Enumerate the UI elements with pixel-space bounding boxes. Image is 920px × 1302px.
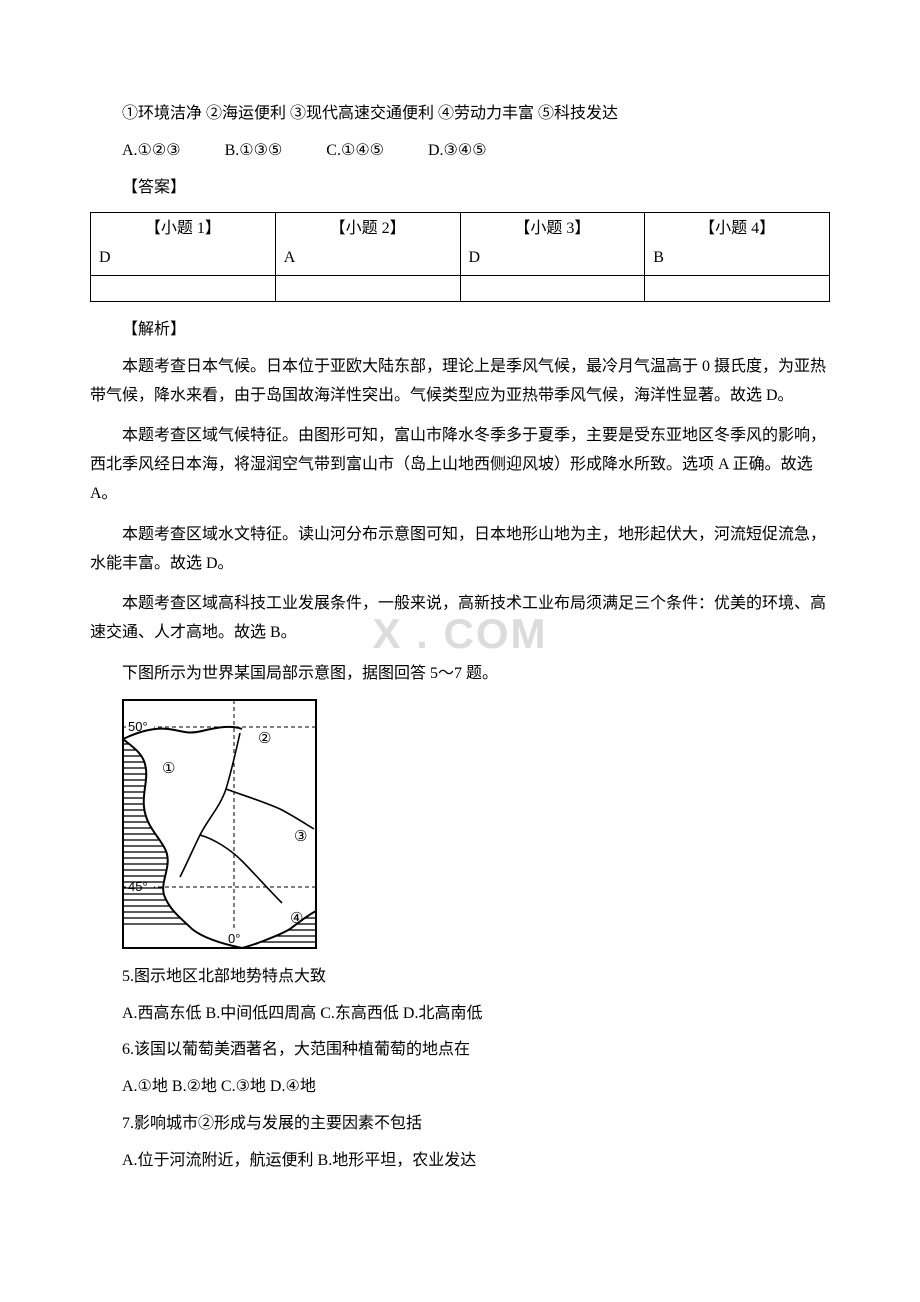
q6-options: A.①地 B.②地 C.③地 D.④地 — [90, 1073, 830, 1102]
analysis-p1: 本题考查日本气候。日本位于亚欧大陆东部，理论上是季风气候，最冷月气温高于 0 摄… — [90, 353, 830, 411]
cell-label: 【小题 4】 — [653, 215, 821, 244]
cell-label: 【小题 1】 — [99, 215, 267, 244]
analysis-p2: 本题考查区域气候特征。由图形可知，富山市降水冬季多于夏季，主要是受东亚地区冬季风… — [90, 422, 830, 508]
cell-label: 【小题 3】 — [469, 215, 637, 244]
option-b: B.①③⑤ — [225, 142, 283, 159]
map-figure: 50° 45° 0° ① ② ③ ④ — [122, 699, 830, 949]
cell-answer: A — [284, 244, 452, 273]
answer-cell-3: 【小题 3】 D — [460, 213, 645, 276]
option-a: A.①②③ — [122, 142, 181, 159]
map-label-1: ① — [162, 761, 175, 777]
answer-cell-1: 【小题 1】 D — [91, 213, 276, 276]
analysis-p3: 本题考查区域水文特征。读山河分布示意图可知，日本地形山地为主，地形起伏大，河流短… — [90, 521, 830, 579]
q6-stem: 6.该国以葡萄美酒著名，大范围种植葡萄的地点在 — [90, 1036, 830, 1065]
q5-stem: 5.图示地区北部地势特点大致 — [90, 963, 830, 992]
option-row: A.①②③ B.①③⑤ C.①④⑤ D.③④⑤ — [90, 137, 830, 166]
analysis-label: 【解析】 — [90, 316, 830, 345]
map-label-3: ③ — [294, 829, 307, 845]
cell-answer: D — [469, 244, 637, 273]
cell-answer: D — [99, 244, 267, 273]
analysis-p4: 本题考查区域高科技工业发展条件，一般来说，高新技术工业布局须满足三个条件：优美的… — [90, 590, 830, 648]
answer-cell-4: 【小题 4】 B — [645, 213, 830, 276]
map-label-4: ④ — [290, 911, 303, 927]
table-row: 【小题 1】 D 【小题 2】 A 【小题 3】 D 【小题 4】 B — [91, 213, 830, 276]
lon-0-label: 0° — [228, 931, 240, 946]
answer-cell-2: 【小题 2】 A — [275, 213, 460, 276]
circled-items: ①环境洁净 ②海运便利 ③现代高速交通便利 ④劳动力丰富 ⑤科技发达 — [90, 100, 830, 129]
table-row-spacer — [91, 275, 830, 301]
answer-label: 【答案】 — [90, 174, 830, 203]
q7-options: A.位于河流附近，航运便利 B.地形平坦，农业发达 — [90, 1147, 830, 1176]
option-c: C.①④⑤ — [326, 142, 384, 159]
q7-stem: 7.影响城市②形成与发展的主要因素不包括 — [90, 1110, 830, 1139]
cell-answer: B — [653, 244, 821, 273]
answer-table: 【小题 1】 D 【小题 2】 A 【小题 3】 D 【小题 4】 B — [90, 212, 830, 302]
option-d: D.③④⑤ — [428, 142, 487, 159]
map-label-2: ② — [258, 731, 271, 747]
next-prompt: 下图所示为世界某国局部示意图，据图回答 5～7 题。 — [90, 660, 830, 689]
cell-label: 【小题 2】 — [284, 215, 452, 244]
q5-options: A.西高东低 B.中间低四周高 C.东高西低 D.北高南低 — [90, 1000, 830, 1029]
